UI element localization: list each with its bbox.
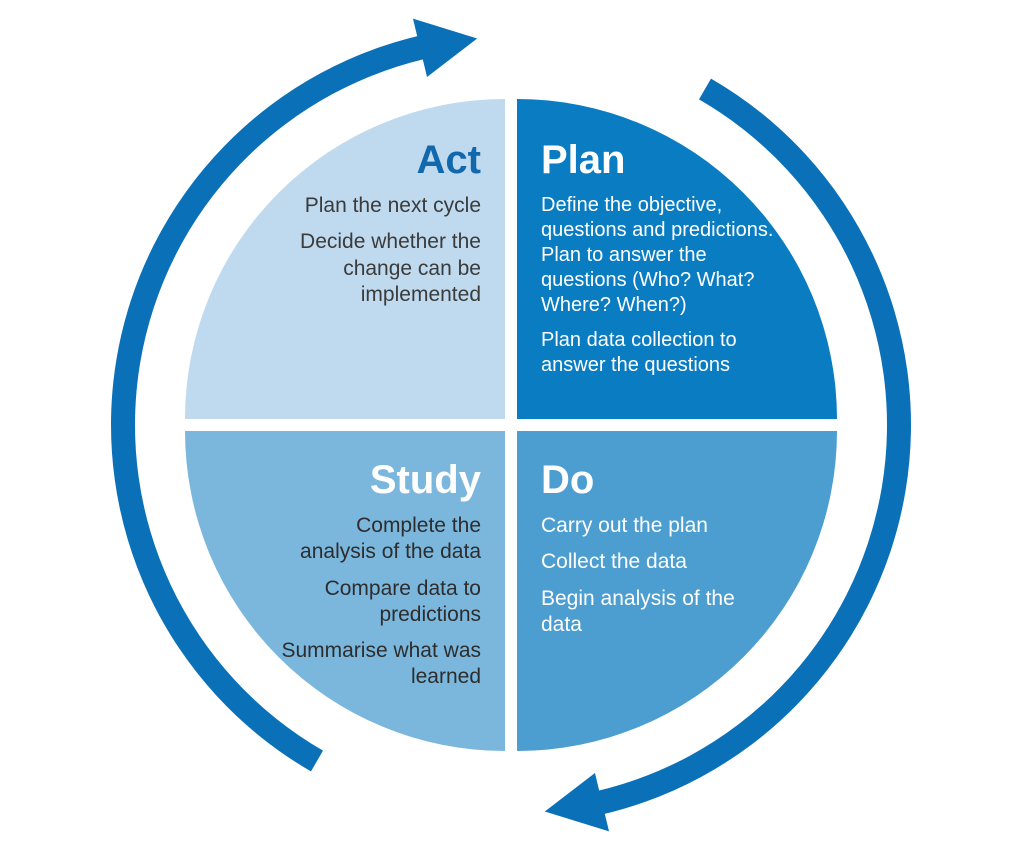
quadrant-do-line: Collect the data xyxy=(541,549,747,575)
quadrant-do-body: Carry out the plan Collect the data Begin … xyxy=(541,513,747,638)
quadrant-study-line: Compare data to predictions xyxy=(280,576,481,629)
quadrant-do-line: Begin analysis of the data xyxy=(541,586,747,639)
quadrant-act-body: Plan the next cycle Decide whether the ch… xyxy=(270,193,481,308)
quadrant-study-body: Complete the analysis of the data Compare… xyxy=(280,513,481,691)
quadrant-study: Study Complete the analysis of the dataC… xyxy=(185,431,505,751)
quadrant-study-title: Study xyxy=(280,459,481,501)
quadrant-plan: Plan Define the objective, questions and… xyxy=(517,99,837,419)
quadrant-act-line: Decide whether the change can be impleme… xyxy=(270,229,481,308)
quadrant-do: Do Carry out the plan Collect the data Beg… xyxy=(517,431,837,751)
quadrant-plan-line: Plan data collection to answer the quest… xyxy=(541,328,797,378)
quadrant-study-line: Summarise what was learned xyxy=(280,638,481,691)
quadrant-act: Act Plan the next cycle Decide whether th… xyxy=(185,99,505,419)
quadrant-plan-line: Define the objective, questions and pred… xyxy=(541,193,797,318)
pdsa-cycle-diagram: Act Plan the next cycle Decide whether th… xyxy=(0,0,1023,851)
quadrant-study-line: Complete the analysis of the data xyxy=(280,513,481,566)
quadrant-do-line: Carry out the plan xyxy=(541,513,747,539)
quadrant-do-title: Do xyxy=(541,459,747,501)
quadrant-act-title: Act xyxy=(270,139,481,181)
quadrant-wheel-svg xyxy=(0,0,1023,851)
quadrant-plan-body: Define the objective, questions and pred… xyxy=(541,193,797,378)
quadrant-act-line: Plan the next cycle xyxy=(270,193,481,219)
quadrant-plan-title: Plan xyxy=(541,139,797,181)
